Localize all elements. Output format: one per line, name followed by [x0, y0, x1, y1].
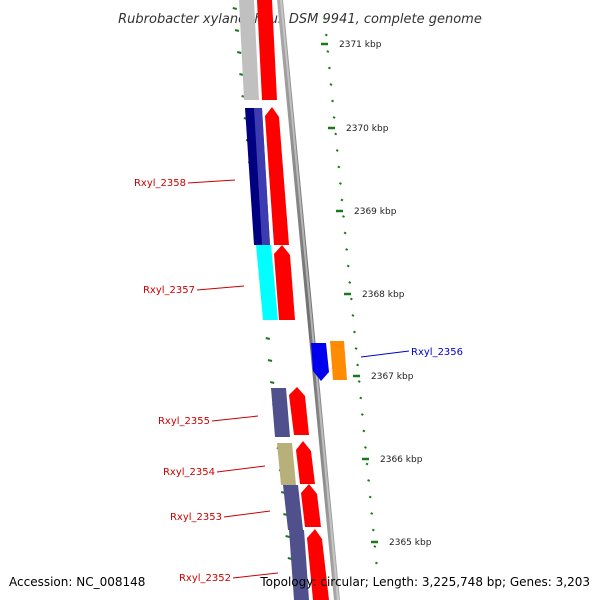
gene-label[interactable]: Rxyl_2356	[411, 347, 463, 358]
ruler-arc-dot	[323, 17, 327, 20]
ruler-arc-dot	[353, 330, 356, 334]
ruler-arc-dot	[338, 182, 342, 185]
gene-label[interactable]: Rxyl_2353	[170, 512, 222, 523]
ruler-arc-dot	[343, 231, 347, 235]
gene-label[interactable]: Rxyl_2357	[143, 285, 195, 296]
gene-leader-line	[223, 510, 271, 518]
ruler-arc-dot	[340, 198, 344, 202]
ruler-arc-dot	[337, 165, 341, 169]
ruler-arc-dot	[329, 83, 333, 86]
forward-gene-arrow	[257, 0, 277, 100]
ruler-arc-dot	[370, 512, 374, 515]
ruler-arc-dot	[332, 116, 336, 119]
ruler-arc-dot	[342, 215, 345, 218]
ruler-tick-label: 2366 kbp	[380, 455, 423, 465]
ruler-ticks: 2371 kbp 2370 kbp 2369 kbp 2368 kbp 2367 kbp…	[321, 40, 432, 548]
ruler-arc-dot	[374, 561, 378, 565]
ruler-arc-dot	[354, 347, 358, 350]
ruler-arc-dot	[326, 50, 330, 53]
gene-label[interactable]: Rxyl_2358	[134, 178, 186, 189]
gene-leader-line	[196, 285, 245, 291]
ruler-arc-dot	[345, 248, 349, 251]
ruler-tick-label: 2371 kbp	[339, 40, 382, 50]
gene-label[interactable]: Rxyl_2354	[163, 467, 215, 478]
forward-gene-arrow	[307, 529, 329, 600]
gene-leader-line	[232, 572, 279, 579]
ruler-arc-dot	[364, 446, 367, 449]
ruler-tick-label: 2370 kbp	[346, 124, 389, 134]
ruler-arc-dot	[365, 462, 369, 466]
ruler-arc-dot	[360, 413, 364, 416]
ruler-arc-dot	[359, 396, 363, 400]
genome-backbone-highlight	[280, 0, 339, 600]
cds-block-slate-3	[289, 530, 309, 600]
cds-block-navy-light	[254, 108, 270, 245]
reverse-gene-cds	[330, 341, 347, 380]
cds-block-grey	[239, 0, 259, 100]
ruler-arc-dot	[324, 33, 328, 37]
ruler-arc-dot	[346, 264, 350, 268]
ruler-arc-dot	[362, 429, 366, 433]
outer-arc-dash	[236, 51, 242, 54]
forward-gene-arrow	[289, 387, 309, 435]
ruler-arc-dot	[335, 149, 339, 152]
outer-arc-dash	[269, 381, 275, 384]
ruler-arc-dot	[371, 528, 375, 532]
ruler-arc-dot	[368, 495, 372, 499]
ruler-dotted-arc	[323, 17, 378, 565]
outer-arc-dash	[267, 359, 273, 362]
outer-arc-dash	[239, 73, 244, 76]
cds-block-slate-1	[271, 388, 290, 437]
outer-arc-dash	[285, 535, 290, 538]
forward-gene-arrow	[274, 245, 295, 320]
outer-arc-dash	[265, 337, 271, 340]
ruler-tick-label: 2369 kbp	[354, 207, 397, 217]
ruler-arc-dot	[348, 281, 352, 284]
ruler-arc-dot	[373, 545, 377, 548]
ruler-arc-dot	[351, 314, 355, 317]
forward-gene-arrow	[296, 441, 315, 484]
topology-label: Topology: circular; Length: 3,225,748 bp…	[259, 575, 590, 589]
reverse-gene-arrow	[311, 343, 329, 381]
forward-strand-genes	[257, 0, 329, 600]
gene-leader-line	[187, 179, 236, 184]
cds-block-khaki	[277, 443, 296, 485]
ruler-arc-dot	[334, 132, 338, 136]
ruler-arc-dot	[367, 479, 371, 482]
gene-labels: Rxyl_2358 Rxyl_2357 Rxyl_2356 Rxyl_2355 Rxyl…	[134, 178, 463, 584]
ruler-tick-label: 2368 kbp	[362, 290, 405, 300]
gene-label[interactable]: Rxyl_2352	[179, 573, 231, 584]
ruler-arc-dot	[331, 99, 334, 103]
ruler-arc-dot	[327, 66, 331, 70]
accession-label: Accession: NC_008148	[9, 575, 145, 589]
forward-gene-arrow	[265, 107, 289, 245]
gene-leader-line	[211, 415, 259, 422]
gene-leader-line	[216, 465, 266, 473]
cds-block-slate-2	[283, 485, 303, 530]
cds-lane	[239, 0, 309, 600]
forward-gene-arrow	[301, 484, 321, 527]
ruler-tick-label: 2365 kbp	[389, 538, 432, 548]
map-title: Rubrobacter xylanophilus DSM 9941, compl…	[118, 12, 482, 27]
ruler-arc-dot	[349, 297, 353, 301]
reverse-strand-genes	[311, 341, 347, 381]
cds-block-cyan	[256, 245, 278, 320]
outer-arc-dash	[234, 29, 240, 32]
outer-arc-dash	[232, 7, 238, 10]
gene-label[interactable]: Rxyl_2355	[158, 416, 210, 427]
ruler-arc-dot	[357, 380, 361, 383]
ruler-arc-dot	[356, 363, 360, 367]
gene-leader-line	[360, 350, 410, 358]
ruler-tick-label: 2367 kbp	[371, 372, 414, 382]
